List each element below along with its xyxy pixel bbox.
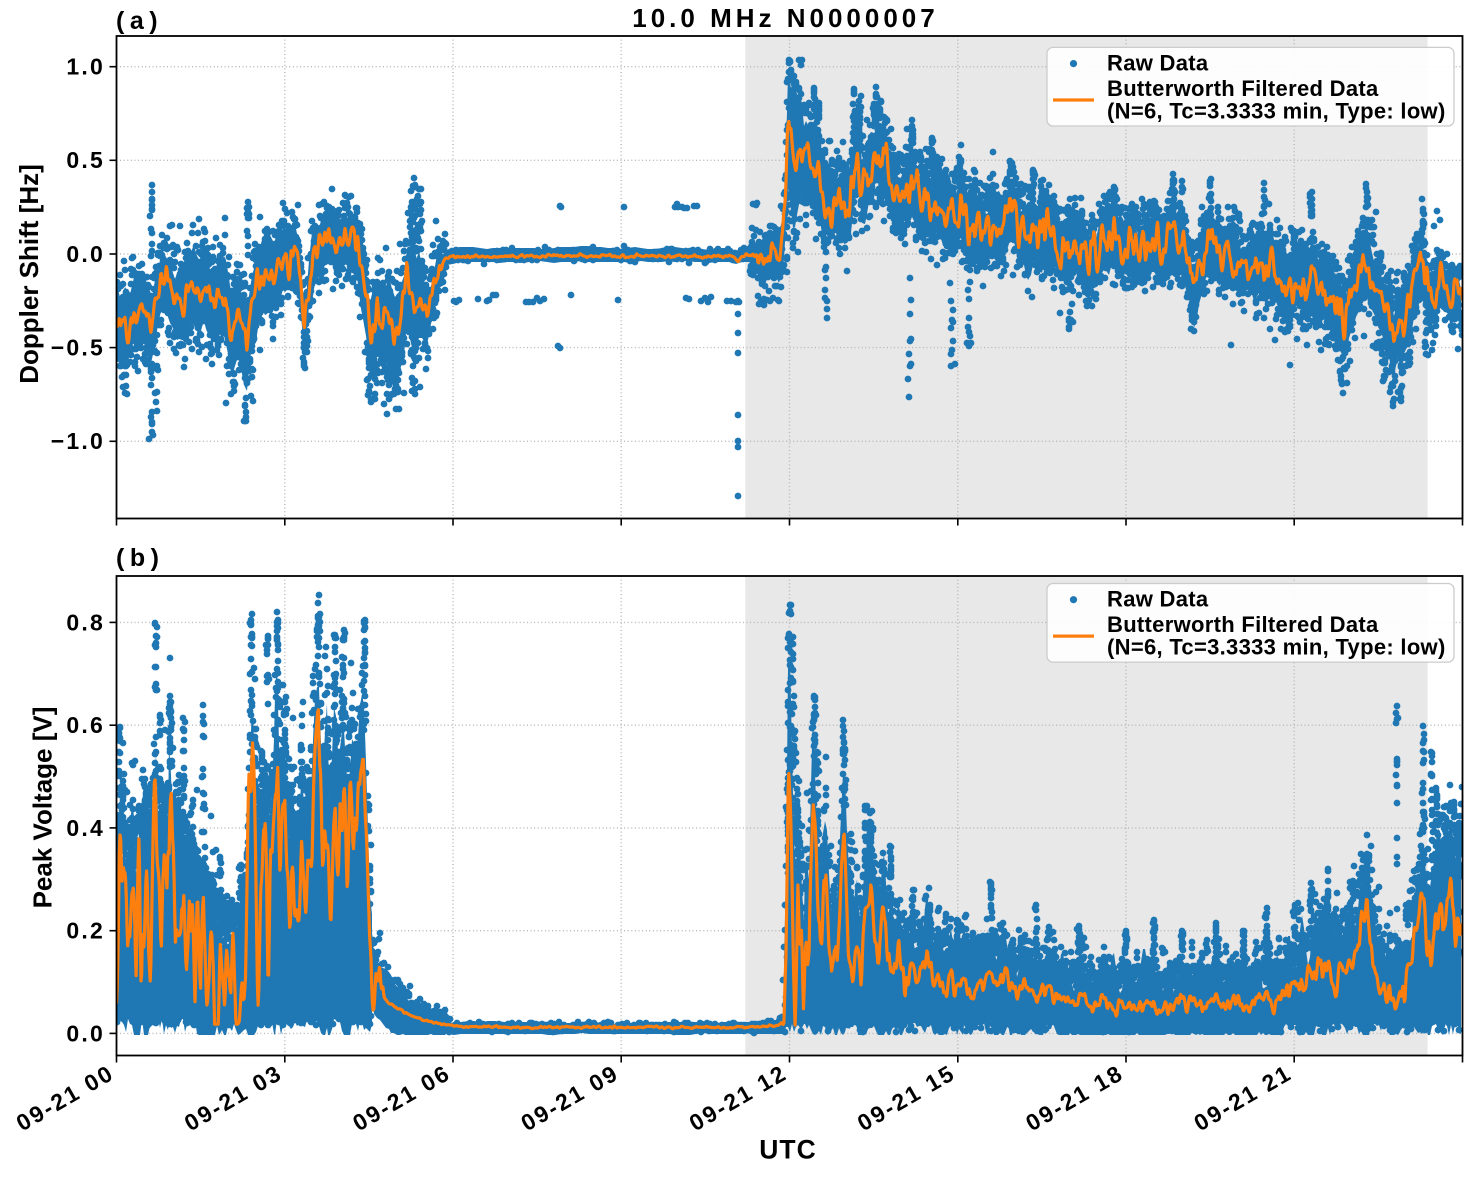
svg-text:0.2: 0.2: [66, 918, 105, 944]
svg-text:0.8: 0.8: [66, 609, 105, 635]
svg-text:UTC: UTC: [759, 1135, 816, 1165]
svg-text:Peak Voltage [V]: Peak Voltage [V]: [28, 707, 58, 909]
svg-text:(N=6, Tc=3.3333 min, Type: low: (N=6, Tc=3.3333 min, Type: low): [1107, 99, 1446, 124]
svg-text:(b): (b): [116, 544, 164, 572]
svg-text:0.4: 0.4: [66, 815, 105, 841]
svg-text:(a): (a): [116, 7, 163, 35]
svg-text:0.0: 0.0: [66, 241, 105, 267]
svg-text:0.6: 0.6: [66, 712, 105, 738]
svg-text:1.0: 1.0: [66, 54, 105, 80]
svg-text:Raw Data: Raw Data: [1107, 587, 1209, 612]
svg-text:Butterworth Filtered Data: Butterworth Filtered Data: [1107, 612, 1379, 637]
svg-text:Doppler Shift [Hz]: Doppler Shift [Hz]: [14, 164, 44, 384]
svg-text:Butterworth Filtered Data: Butterworth Filtered Data: [1107, 76, 1379, 101]
svg-text:10.0 MHz N0000007: 10.0 MHz N0000007: [632, 3, 938, 33]
svg-text:(N=6, Tc=3.3333 min, Type: low: (N=6, Tc=3.3333 min, Type: low): [1107, 635, 1446, 660]
svg-text:−1.0: −1.0: [51, 428, 105, 454]
svg-text:−0.5: −0.5: [51, 335, 105, 361]
svg-text:0.5: 0.5: [66, 147, 105, 173]
svg-text:Raw Data: Raw Data: [1107, 51, 1209, 76]
svg-text:0.0: 0.0: [66, 1020, 105, 1046]
